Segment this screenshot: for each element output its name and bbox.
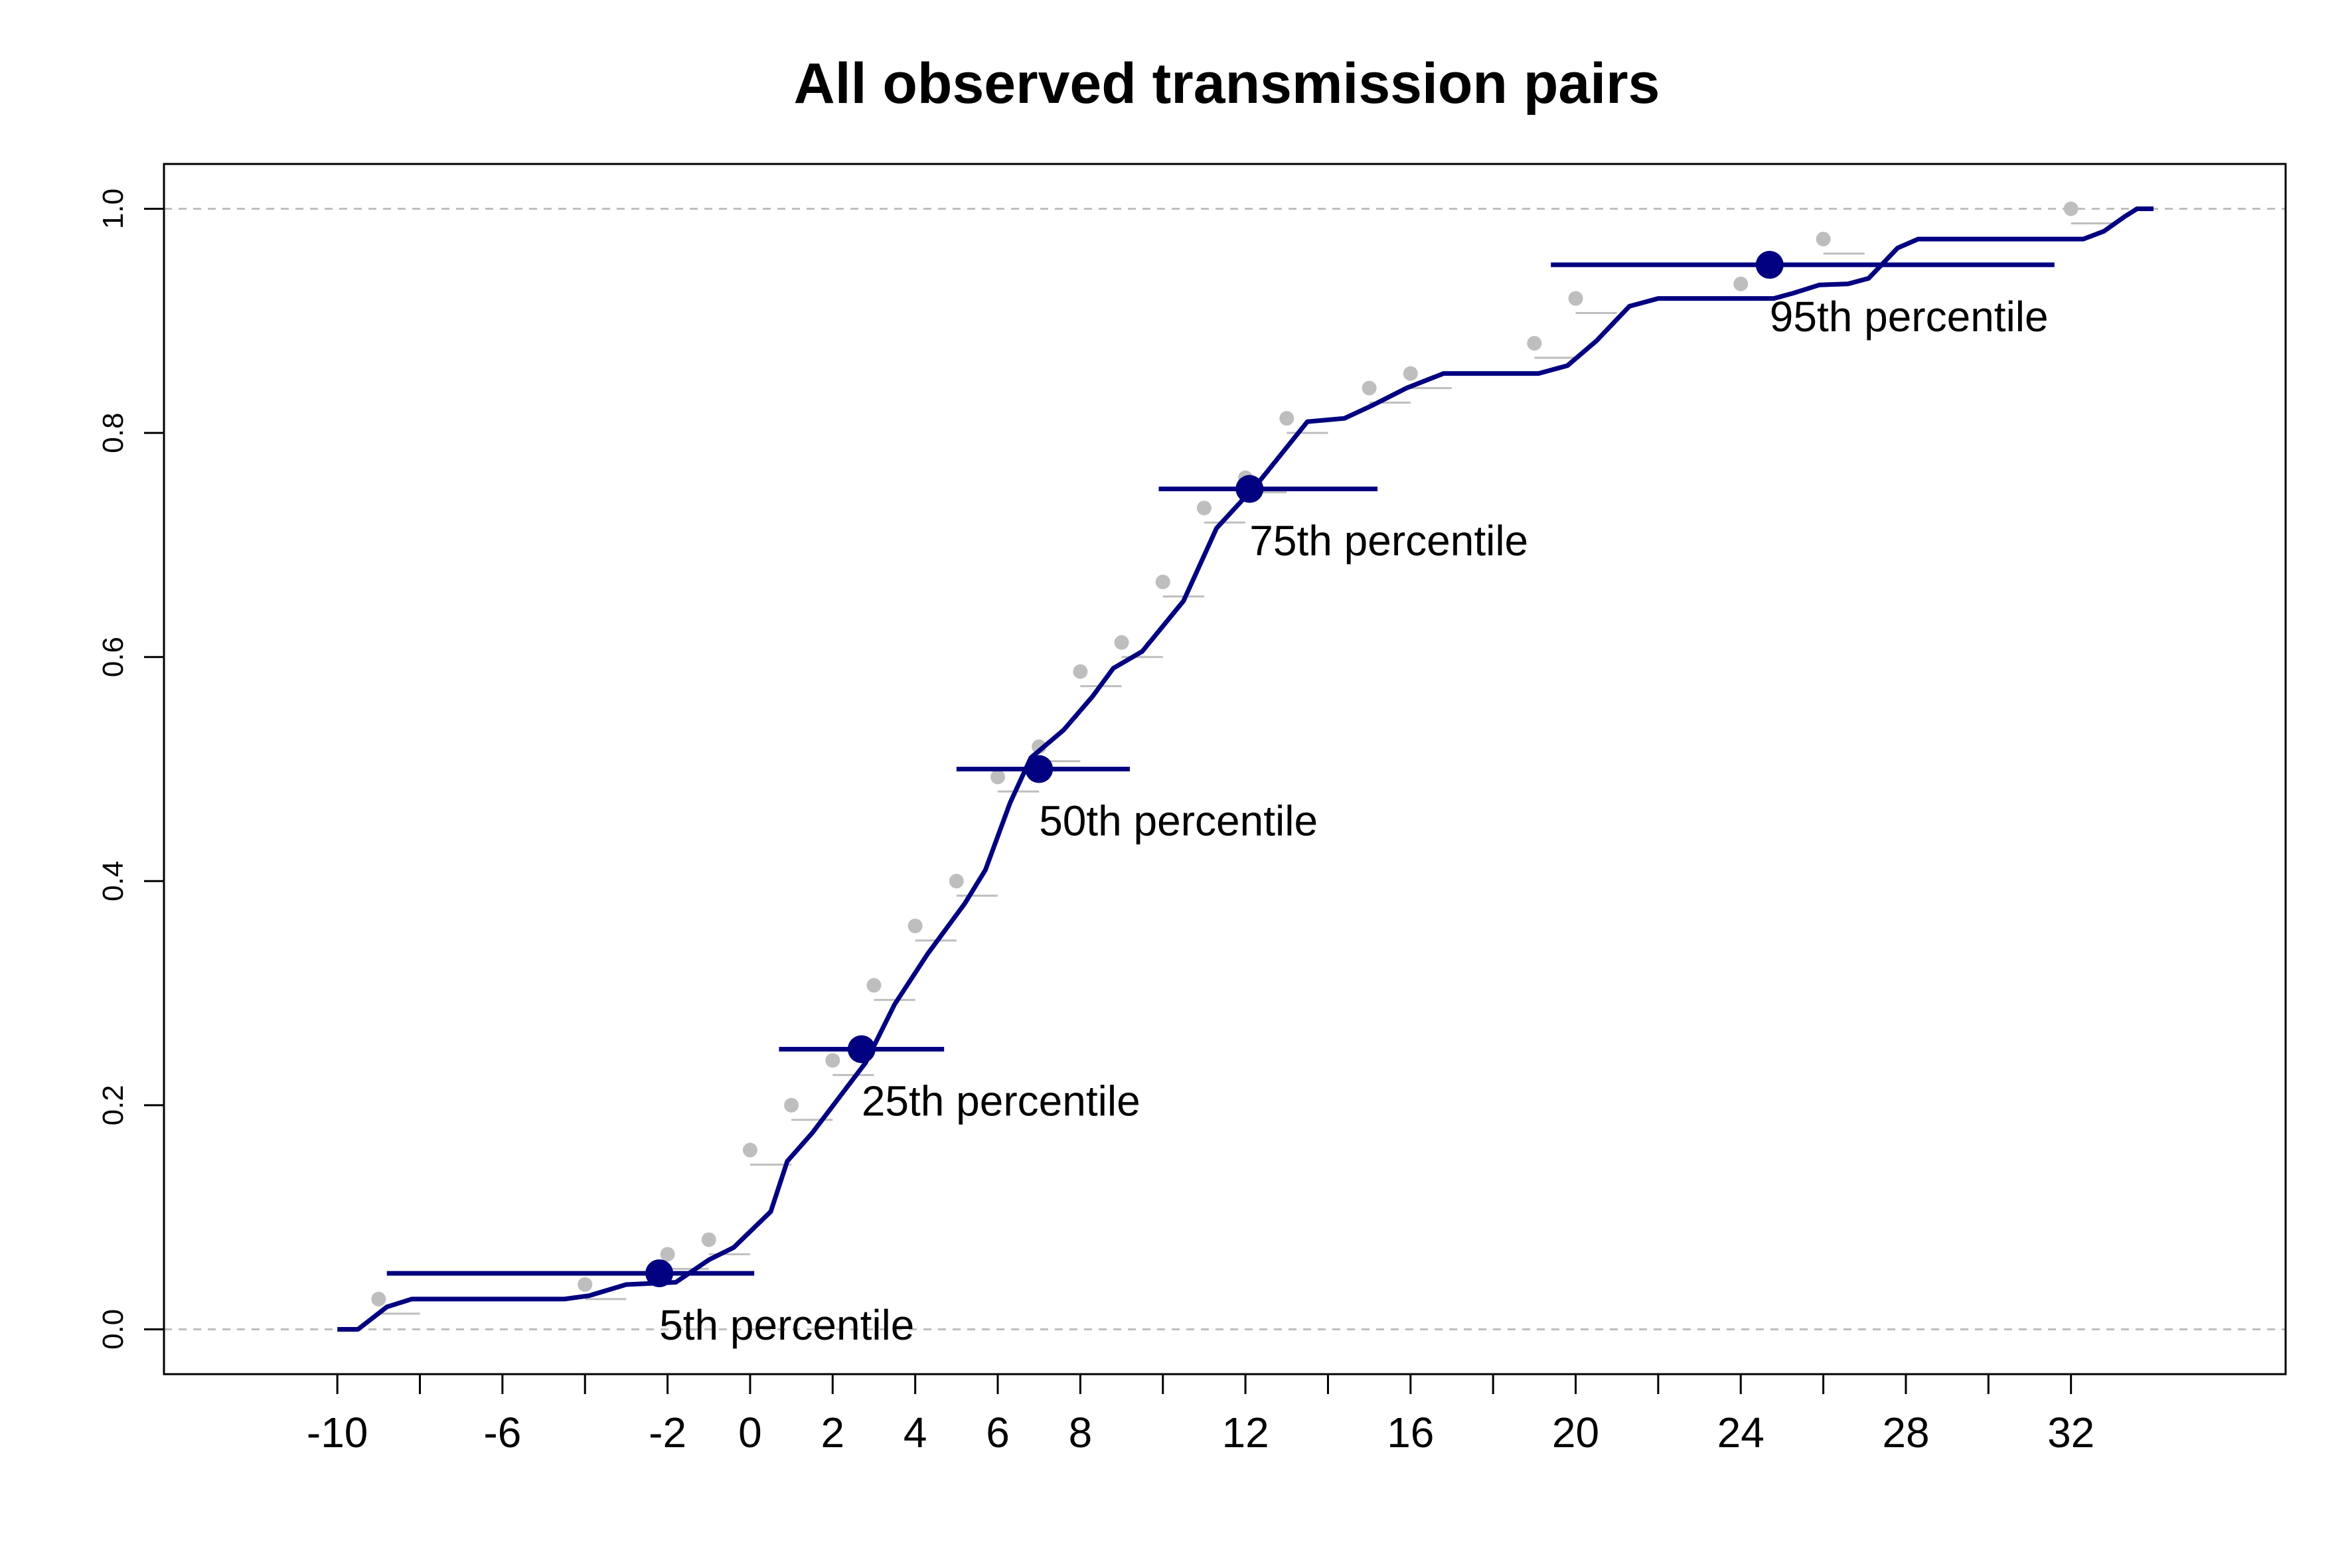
observed-point <box>1568 291 1583 306</box>
percentile-point <box>1755 250 1784 279</box>
y-tick-label: 0.6 <box>97 637 129 677</box>
observed-point <box>907 918 923 933</box>
observed-point <box>990 769 1006 785</box>
x-tick-label: 32 <box>2047 1409 2094 1456</box>
percentile-label: 75th percentile <box>1249 517 1528 565</box>
plot-area: -10 -6 -2 0 2 4 6 8 12 16 20 24 28 320.00.20.40.60.81… <box>97 163 2287 1456</box>
observed-point <box>1816 232 1831 247</box>
y-tick-label: 0.2 <box>97 1085 129 1125</box>
x-tick-label: 4 <box>903 1409 927 1456</box>
fitted-curve-line <box>337 206 2154 1332</box>
x-tick-label: 20 <box>1552 1409 1599 1456</box>
observed-point <box>866 978 882 993</box>
percentile-point <box>1025 755 1054 783</box>
observed-point <box>1527 336 1542 351</box>
percentile-point <box>1235 475 1264 503</box>
y-tick-label: 0.4 <box>97 861 129 902</box>
observed-point <box>1114 635 1129 650</box>
x-tick-label: 0 <box>738 1409 762 1456</box>
observed-point <box>371 1291 386 1306</box>
percentile-point <box>847 1035 876 1063</box>
percentile-point <box>645 1259 674 1288</box>
x-tick-label: -2 <box>649 1409 686 1456</box>
observed-point <box>1403 366 1418 381</box>
x-tick-label: 8 <box>1069 1409 1093 1456</box>
observed-point <box>1279 411 1294 426</box>
observed-point <box>1073 664 1088 679</box>
x-tick-label: 24 <box>1717 1409 1764 1456</box>
x-tick-label: -10 <box>307 1409 368 1456</box>
y-tick-label: 0.8 <box>97 413 129 453</box>
x-tick-label: -6 <box>483 1409 521 1456</box>
percentile-label: 25th percentile <box>862 1077 1140 1125</box>
x-tick-label: 16 <box>1387 1409 1434 1456</box>
y-tick-label: 1.0 <box>97 189 129 229</box>
observed-point <box>825 1053 840 1068</box>
observed-point <box>701 1232 716 1247</box>
observed-point <box>578 1277 593 1292</box>
observed-point <box>1155 574 1170 589</box>
observed-point <box>660 1247 675 1262</box>
x-tick-label: 12 <box>1221 1409 1269 1456</box>
percentile-label: 5th percentile <box>659 1301 914 1349</box>
y-tick-label: 0.0 <box>97 1309 129 1350</box>
x-tick-label: 2 <box>821 1409 845 1456</box>
observed-point <box>784 1097 799 1113</box>
observed-point <box>949 874 964 889</box>
observed-point <box>2063 201 2078 216</box>
x-tick-label: 6 <box>986 1409 1010 1456</box>
observed-point <box>1362 380 1377 396</box>
percentile-label: 50th percentile <box>1039 797 1318 845</box>
observed-point <box>1196 501 1212 516</box>
x-tick-label: 28 <box>1882 1409 1929 1456</box>
percentile-label: 95th percentile <box>1770 293 2049 341</box>
observed-point <box>1733 276 1749 291</box>
chart-title: All observed transmission pairs <box>794 52 1660 116</box>
observed-point <box>742 1142 757 1158</box>
plot-frame <box>163 163 2287 1375</box>
